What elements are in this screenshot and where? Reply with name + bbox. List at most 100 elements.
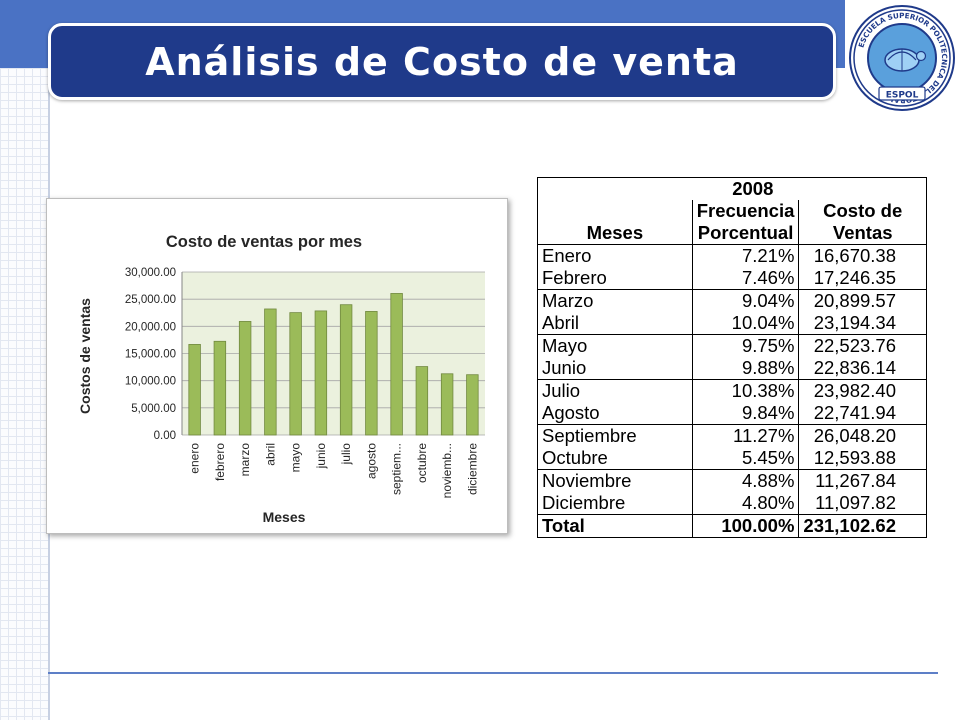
freq-cell: 11.27%: [691, 424, 799, 447]
page-title: Análisis de Costo de venta: [145, 39, 739, 84]
freq-cell: 9.84%: [691, 402, 799, 425]
x-tick-label: febrero: [213, 443, 227, 481]
bar-5: [314, 310, 328, 436]
cost-cell: 23,982.40: [798, 379, 927, 402]
x-axis-title: Meses: [263, 509, 306, 525]
bar-8: [390, 293, 403, 436]
x-tick-label: diciembre: [465, 443, 479, 495]
table-row: Agosto 9.84% 22,741.94: [537, 402, 927, 425]
months-header: Meses: [537, 222, 693, 245]
table-row: Septiembre 11.27% 26,048.20: [537, 424, 927, 447]
total-freq: 100.00%: [691, 514, 799, 538]
bar-6: [339, 304, 353, 436]
x-tick-label: noviemb...: [440, 443, 454, 498]
cost-header: Costo de: [798, 200, 927, 222]
y-axis-title: Costos de ventas: [77, 298, 93, 414]
year-header: 2008: [692, 177, 928, 200]
cost-cell: 22,523.76: [798, 334, 927, 357]
month-cell: Mayo: [537, 334, 693, 357]
table-header-row: 2008: [537, 177, 928, 200]
cost-cell: 22,836.14: [798, 357, 927, 380]
table-row: Marzo 9.04% 20,899.57: [537, 289, 927, 312]
espol-logo: ESCUELA SUPERIOR POLITECNICA DEL LITORAL…: [849, 5, 955, 111]
bottom-divider: [48, 672, 938, 674]
bar-4: [289, 312, 302, 436]
table-row: Noviembre 4.88% 11,267.84: [537, 469, 927, 492]
bar-10: [440, 373, 454, 436]
x-tick-label: septiem...: [390, 443, 404, 495]
month-cell: Abril: [537, 312, 693, 335]
freq-header: Frecuencia: [691, 200, 799, 222]
table-total-row: Total 100.00% 231,102.62: [537, 514, 927, 538]
y-tick-label: 10,000.00: [125, 376, 176, 388]
x-tick-label: abril: [263, 443, 277, 466]
chart-title: Costo de ventas por mes: [166, 233, 362, 251]
table-header-row: Meses Porcentual Ventas: [537, 222, 927, 245]
month-cell: Marzo: [537, 289, 693, 312]
month-cell: Febrero: [537, 267, 693, 290]
cost-table: 2008 Frecuencia Costo de Meses Porcentua…: [537, 177, 928, 538]
cost-cell: 11,097.82: [798, 492, 927, 515]
x-tick-label: agosto: [364, 443, 378, 479]
freq-cell: 10.04%: [691, 312, 799, 335]
cost-cell: 17,246.35: [798, 267, 927, 290]
freq-cell: 9.04%: [691, 289, 799, 312]
freq-cell: 7.46%: [691, 267, 799, 290]
left-grid-decoration: [0, 68, 48, 720]
freq-cell: 10.38%: [691, 379, 799, 402]
table-row: Abril 10.04% 23,194.34: [537, 312, 927, 335]
table-row: Julio 10.38% 23,982.40: [537, 379, 927, 402]
month-cell: Junio: [537, 357, 693, 380]
x-tick-label: julio: [339, 443, 353, 466]
logo-banner-text: ESPOL: [886, 91, 919, 101]
bar-7: [365, 311, 378, 436]
y-tick-label: 30,000.00: [125, 267, 176, 279]
month-cell: Octubre: [537, 447, 693, 470]
freq-cell: 4.80%: [691, 492, 799, 515]
bar-1: [213, 340, 227, 436]
bar-11: [466, 374, 479, 436]
y-tick-label: 15,000.00: [125, 349, 176, 361]
bar-3: [264, 308, 277, 436]
freq-cell: 5.45%: [691, 447, 799, 470]
freq-cell: 4.88%: [691, 469, 799, 492]
table-header-row: Frecuencia Costo de: [537, 200, 927, 222]
table-row: Diciembre 4.80% 11,097.82: [537, 492, 927, 515]
bar-2: [238, 321, 252, 436]
bar-9: [415, 366, 429, 436]
x-tick-label: junio: [314, 443, 328, 470]
freq-cell: 9.75%: [691, 334, 799, 357]
month-cell: Agosto: [537, 402, 693, 425]
month-cell: Julio: [537, 379, 693, 402]
bar-0: [188, 344, 201, 436]
table-row: Mayo 9.75% 22,523.76: [537, 334, 927, 357]
title-bar: Análisis de Costo de venta: [48, 23, 836, 100]
x-tick-label: marzo: [238, 443, 252, 477]
freq-header-2: Porcentual: [691, 222, 799, 245]
cost-cell: 11,267.84: [798, 469, 927, 492]
total-cost: 231,102.62: [798, 514, 927, 538]
y-tick-label: 25,000.00: [125, 294, 176, 306]
table-row: Junio 9.88% 22,836.14: [537, 357, 927, 380]
bar-chart: Costo de ventas por mes 0.00 5,000.00 10,0…: [46, 198, 508, 534]
cost-cell: 26,048.20: [798, 424, 927, 447]
cost-cell: 16,670.38: [798, 244, 927, 267]
y-tick-label: 5,000.00: [131, 403, 176, 415]
cost-header-2: Ventas: [798, 222, 927, 245]
cost-cell: 22,741.94: [798, 402, 927, 425]
chart-canvas: Costo de ventas por mes 0.00 5,000.00 10,0…: [77, 233, 485, 525]
total-label: Total: [537, 514, 693, 538]
table-row: Octubre 5.45% 12,593.88: [537, 447, 927, 470]
cost-cell: 12,593.88: [798, 447, 927, 470]
month-cell: Septiembre: [537, 424, 693, 447]
x-tick-label: octubre: [415, 443, 429, 483]
month-cell: Diciembre: [537, 492, 693, 515]
freq-cell: 9.88%: [691, 357, 799, 380]
month-cell: Noviembre: [537, 469, 693, 492]
freq-cell: 7.21%: [691, 244, 799, 267]
cost-cell: 20,899.57: [798, 289, 927, 312]
cost-cell: 23,194.34: [798, 312, 927, 335]
month-cell: Enero: [537, 244, 693, 267]
table-row: Enero 7.21% 16,670.38: [537, 244, 927, 267]
table-row: Febrero 7.46% 17,246.35: [537, 267, 927, 290]
